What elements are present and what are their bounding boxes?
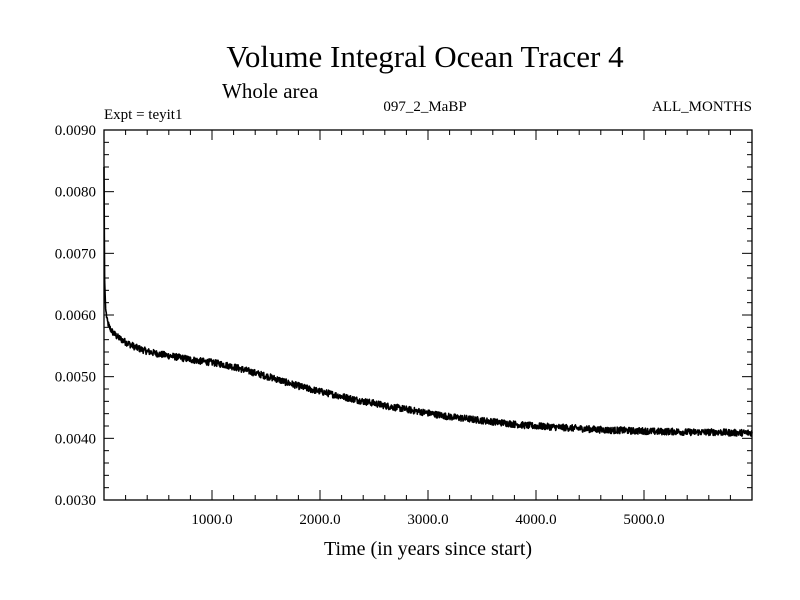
y-tick-label: 0.0030	[55, 493, 96, 509]
axis-ticks	[104, 130, 752, 500]
y-tick-label: 0.0080	[55, 185, 96, 201]
axis-tick-labels: 1000.0 2000.0 3000.0 4000.0 5000.0 0.0030 0.00…	[55, 123, 665, 528]
y-tick-label: 0.0040	[55, 431, 96, 447]
x-tick-label: 2000.0	[299, 512, 340, 528]
y-tick-label: 0.0070	[55, 246, 96, 262]
header-center-label: 097_2_MaBP	[383, 99, 466, 115]
y-tick-label: 0.0050	[55, 370, 96, 386]
header-right-label: ALL_MONTHS	[652, 99, 752, 115]
x-axis-label: Time (in years since start)	[324, 538, 532, 560]
x-tick-label: 1000.0	[191, 512, 232, 528]
y-tick-label: 0.0090	[55, 123, 96, 139]
x-tick-label: 5000.0	[623, 512, 664, 528]
chart-subtitle: Whole area	[222, 79, 319, 103]
header-left-label: Expt = teyit1	[104, 107, 182, 123]
x-tick-label: 4000.0	[515, 512, 556, 528]
x-tick-label: 3000.0	[407, 512, 448, 528]
series-line	[103, 166, 753, 437]
chart-title: Volume Integral Ocean Tracer 4	[226, 39, 624, 74]
y-tick-label: 0.0060	[55, 308, 96, 324]
plot-frame	[103, 129, 753, 501]
